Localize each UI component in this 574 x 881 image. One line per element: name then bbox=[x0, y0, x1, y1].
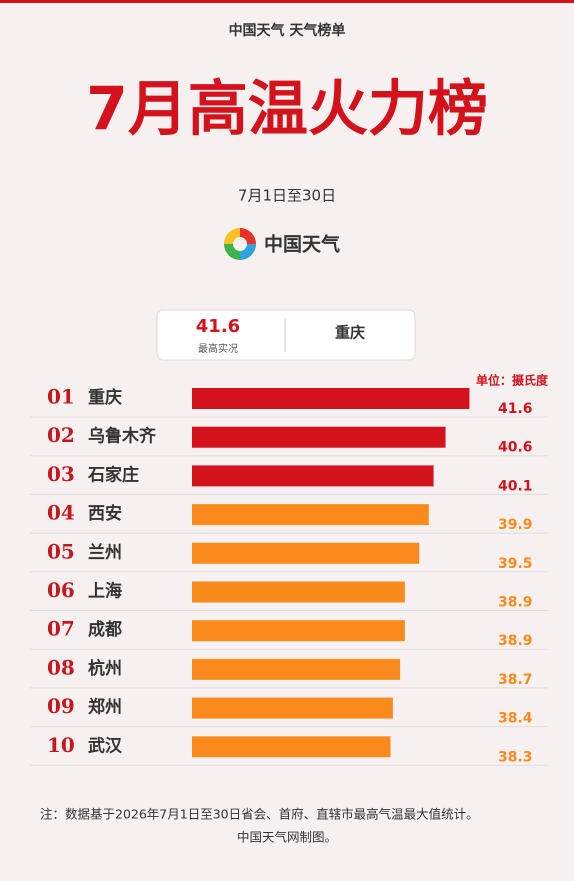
category-label: 石家庄 bbox=[87, 464, 139, 485]
top-line bbox=[0, 0, 574, 3]
note: 注：数据基于2026年7月1日至30日省会、首府、直辖市最高气温最大值统计。 bbox=[40, 807, 479, 822]
bar bbox=[192, 581, 405, 603]
rank: 05 bbox=[47, 539, 75, 563]
bar bbox=[192, 697, 393, 719]
brand-logo bbox=[224, 228, 256, 260]
header: 中国天气 天气榜单 bbox=[229, 22, 346, 39]
bar bbox=[192, 388, 470, 409]
highlight-box bbox=[156, 309, 416, 361]
value-label: 39.9 bbox=[498, 517, 533, 533]
credit: 中国天气网制图。 bbox=[237, 830, 337, 845]
category-label: 杭州 bbox=[88, 658, 122, 679]
bar bbox=[192, 658, 401, 680]
value-label: 38.4 bbox=[498, 711, 533, 727]
value-label: 40.1 bbox=[498, 478, 533, 494]
rank: 06 bbox=[47, 578, 75, 602]
category-label: 上海 bbox=[88, 581, 122, 602]
rank: 04 bbox=[47, 501, 75, 525]
value-label: 38.9 bbox=[498, 595, 533, 611]
category-label: 郑州 bbox=[88, 697, 122, 718]
category-label: 重庆 bbox=[88, 387, 122, 408]
value-label: 38.3 bbox=[498, 749, 533, 765]
rank: 08 bbox=[47, 655, 75, 679]
bar bbox=[192, 542, 420, 564]
value-label: 39.5 bbox=[498, 556, 533, 572]
rank: 07 bbox=[47, 617, 75, 641]
brand-name: 中国天气 bbox=[264, 233, 340, 256]
category-label: 乌鲁木齐 bbox=[88, 426, 157, 447]
subtitle: 7月1日至30日 bbox=[238, 187, 336, 205]
bar bbox=[192, 504, 429, 526]
bar bbox=[192, 620, 405, 642]
unit-label: 单位：摄氏度 bbox=[476, 373, 549, 388]
highlight-value: 41.6 bbox=[196, 316, 240, 337]
rank: 09 bbox=[47, 694, 75, 718]
highlight-label: 最高实况 bbox=[198, 342, 238, 355]
value-label: 38.9 bbox=[498, 633, 533, 649]
value-label: 38.7 bbox=[498, 672, 533, 688]
rank: 03 bbox=[47, 462, 75, 486]
chart-title: 7月高温火力榜 bbox=[86, 75, 488, 145]
rank: 01 bbox=[47, 385, 75, 409]
highlight-city: 重庆 bbox=[335, 324, 365, 342]
category-label: 成都 bbox=[88, 619, 122, 640]
category-label: 武汉 bbox=[88, 735, 123, 756]
value-label: 40.6 bbox=[498, 440, 533, 456]
rank: 10 bbox=[47, 733, 75, 757]
category-label: 西安 bbox=[88, 503, 122, 524]
category-label: 兰州 bbox=[88, 542, 122, 563]
rank: 02 bbox=[47, 423, 75, 447]
bar bbox=[192, 736, 391, 758]
bars: 01 重庆 41.6 02 乌鲁木齐 40.6 03 石家庄 40.1 04 西安 39.9 05 兰州 3… bbox=[30, 385, 548, 766]
value-label: 41.6 bbox=[498, 401, 533, 417]
bar bbox=[192, 465, 434, 487]
bar bbox=[192, 426, 446, 448]
